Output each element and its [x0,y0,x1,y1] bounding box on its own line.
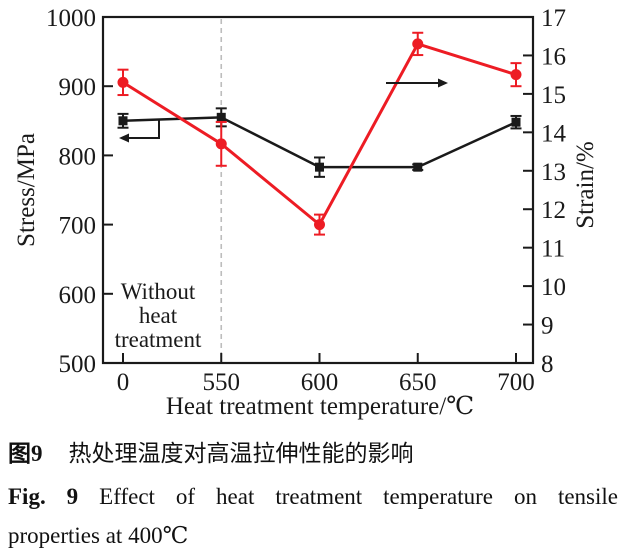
no-heat-treatment-label-line2: heat [139,303,178,328]
stress-marker [118,116,128,126]
no-heat-treatment-label-line3: treatment [115,327,202,352]
x-axis-tick-label: 0 [117,369,130,396]
right-axis-tick-label: 16 [541,43,566,70]
x-axis-tick-label: 700 [497,369,535,396]
stress-marker [216,112,226,122]
stress-marker [413,162,423,172]
stress-axis-arrowhead-left-icon [119,133,129,143]
strain-line [122,42,517,227]
caption-chinese: 图9 热处理温度对高温拉伸性能的影响 [8,441,618,467]
left-axis-tick-label: 500 [59,351,97,378]
x-axis-tick-label: 600 [301,369,339,396]
caption-english-line1: Fig. 9 Effect of heat treatment temperat… [8,484,618,510]
right-axis-tick-label: 15 [541,82,566,109]
right-axis-tick-label: 10 [541,274,566,301]
stress-marker [315,162,324,172]
strain-marker [510,69,522,81]
no-heat-treatment-label-line1: Without [121,279,196,304]
left-axis-tick-label: 800 [59,143,97,170]
right-axis-tick-label: 17 [541,5,566,32]
x-axis-title: Heat treatment temperature/℃ [166,393,474,420]
caption-english-line2: properties at 400℃ [8,523,189,548]
x-axis-tick-label: 650 [399,369,437,396]
right-axis-title: Strain/% [572,141,599,229]
plot-frame [101,15,535,365]
tensile-properties-chart: Stress/MPa Strain/% Heat treatment tempe… [13,5,599,420]
caption-title-zh: 热处理温度对高温拉伸性能的影响 [68,441,414,466]
caption-title-en: Effect of heat treatment temperature on … [99,484,618,509]
right-axis-tick-label: 12 [541,197,566,224]
left-axis-tick-label: 900 [59,74,97,101]
left-axis-tick-label: 600 [59,282,97,309]
strain-series [117,31,522,236]
strain-marker [215,138,227,150]
left-axis-tick-label: 1000 [46,5,96,32]
left-axis-tick-label: 700 [59,213,97,240]
left-axis-title: Stress/MPa [13,133,40,247]
strain-marker [314,219,325,231]
strain-marker [117,76,129,88]
right-axis-tick-label: 14 [541,120,567,147]
stress-axis-arrow [128,119,160,139]
stress-marker [511,117,521,127]
right-axis-tick-label: 9 [541,313,554,340]
right-axis-tick-label: 11 [541,236,565,263]
right-axis-tick-label: 8 [541,351,554,378]
caption-fig-label-zh: 图9 [8,441,43,466]
x-axis-tick-label: 550 [203,369,241,396]
strain-axis-arrowhead-right-icon [438,78,448,88]
stress-series [117,107,522,178]
caption-fig-label-en: Fig. 9 [8,484,79,509]
right-axis-tick-label: 13 [541,159,566,186]
strain-marker [412,38,424,50]
